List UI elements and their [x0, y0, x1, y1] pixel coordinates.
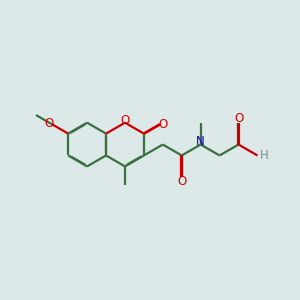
Text: N: N — [196, 135, 205, 148]
Text: O: O — [234, 112, 243, 125]
Text: O: O — [120, 114, 130, 127]
Text: O: O — [159, 118, 168, 131]
Text: O: O — [44, 117, 53, 130]
Text: O: O — [177, 175, 186, 188]
Text: H: H — [260, 149, 268, 162]
